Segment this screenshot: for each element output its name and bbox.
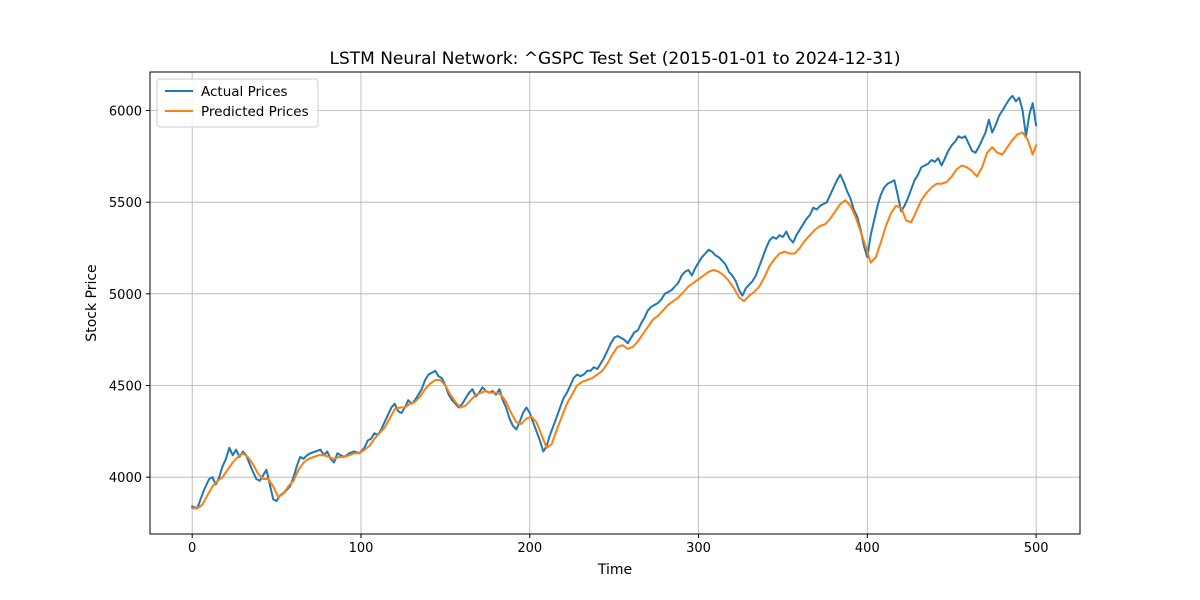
y-tick-label: 4000 [109, 471, 142, 486]
x-tick-label: 300 [686, 541, 711, 556]
grid-lines [150, 72, 1080, 534]
y-tick-label: 6000 [109, 105, 142, 120]
series-lines [190, 94, 1038, 510]
chart-title: LSTM Neural Network: ^GSPC Test Set (201… [330, 49, 901, 69]
legend-label-actual: Actual Prices [201, 84, 288, 100]
plot-frame [149, 71, 1081, 535]
legend: Actual Prices Predicted Prices [156, 78, 319, 128]
x-axis: 0 100 200 300 400 500 [188, 534, 1049, 556]
y-tick-label: 4500 [109, 380, 142, 395]
x-axis-label: Time [597, 562, 632, 578]
x-tick-label: 0 [188, 541, 196, 556]
x-tick-label: 200 [517, 541, 542, 556]
legend-label-predicted: Predicted Prices [201, 104, 309, 120]
y-axis-label: Stock Price [84, 264, 100, 341]
x-tick-label: 100 [349, 541, 374, 556]
y-axis: 4000 4500 5000 5500 6000 [109, 105, 150, 486]
legend-box [156, 78, 319, 128]
x-tick-label: 400 [855, 541, 880, 556]
predicted-prices-line [191, 131, 1038, 510]
y-tick-label: 5500 [109, 196, 142, 211]
x-tick-label: 500 [1024, 541, 1049, 556]
y-tick-label: 5000 [109, 288, 142, 303]
